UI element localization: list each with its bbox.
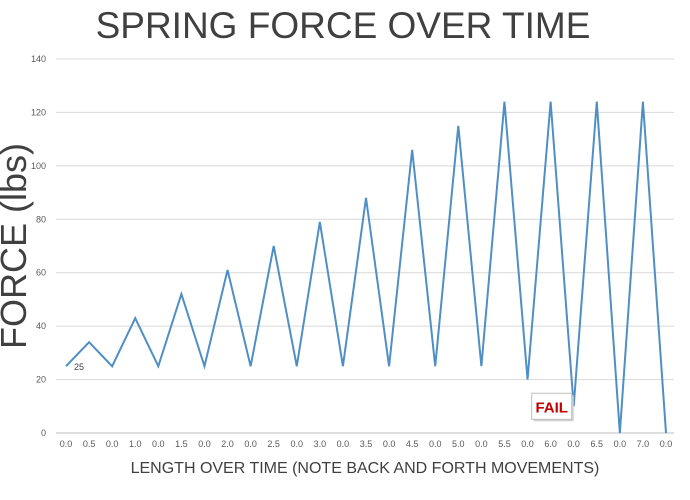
x-tick-label: 0.0 [106,439,119,449]
x-tick-label: 3.0 [314,439,327,449]
y-axis-title: FORCE (lbs) [0,143,34,349]
y-tick-label: 40 [36,321,46,331]
y-axis-ticks: 0 20 40 60 80 100 120 140 [31,54,46,438]
x-tick-label: 3.5 [360,439,373,449]
y-tick-label: 80 [36,214,46,224]
y-tick-label: 60 [36,268,46,278]
fail-callout-label: FAIL [535,399,568,416]
x-tick-label: 0.0 [244,439,257,449]
annotations: 25 FAIL [74,362,574,422]
x-tick-label: 5.5 [498,439,511,449]
data-label: 25 [74,362,84,372]
x-tick-label: 2.0 [221,439,234,449]
x-tick-label: 6.0 [544,439,557,449]
force-series-line [65,101,667,434]
y-tick-label: 0 [41,428,46,438]
x-tick-label: 0.0 [660,439,673,449]
y-tick-label: 120 [31,107,46,117]
x-tick-label: 0.0 [383,439,396,449]
x-tick-label: 1.0 [129,439,142,449]
x-tick-label: 0.0 [521,439,534,449]
x-tick-label: 0.0 [291,439,304,449]
x-tick-label: 7.0 [637,439,650,449]
x-tick-label: 0.0 [475,439,488,449]
x-tick-label: 0.0 [152,439,165,449]
x-tick-label: 0.0 [337,439,350,449]
x-tick-label: 0.5 [83,439,96,449]
x-axis-ticks: 0.0 0.5 0.0 1.0 0.0 1.5 0.0 2.0 0.0 2.5 0.0 3.0 0.0 3… [60,439,673,449]
x-tick-label: 4.5 [406,439,419,449]
gridlines [56,58,674,434]
x-tick-label: 6.5 [591,439,604,449]
x-tick-label: 0.0 [567,439,580,449]
x-tick-label: 2.5 [267,439,280,449]
x-tick-label: 0.0 [198,439,211,449]
x-tick-label: 1.5 [175,439,188,449]
y-tick-label: 100 [31,161,46,171]
x-tick-label: 5.0 [452,439,465,449]
x-tick-label: 0.0 [429,439,442,449]
x-tick-label: 0.0 [614,439,627,449]
x-tick-label: 0.0 [60,439,73,449]
y-tick-label: 140 [31,54,46,64]
x-axis-title: LENGTH OVER TIME (NOTE BACK AND FORTH MO… [131,460,600,477]
chart-title: SPRING FORCE OVER TIME [96,5,591,46]
fail-callout-box [531,392,573,420]
y-tick-label: 20 [36,375,46,385]
